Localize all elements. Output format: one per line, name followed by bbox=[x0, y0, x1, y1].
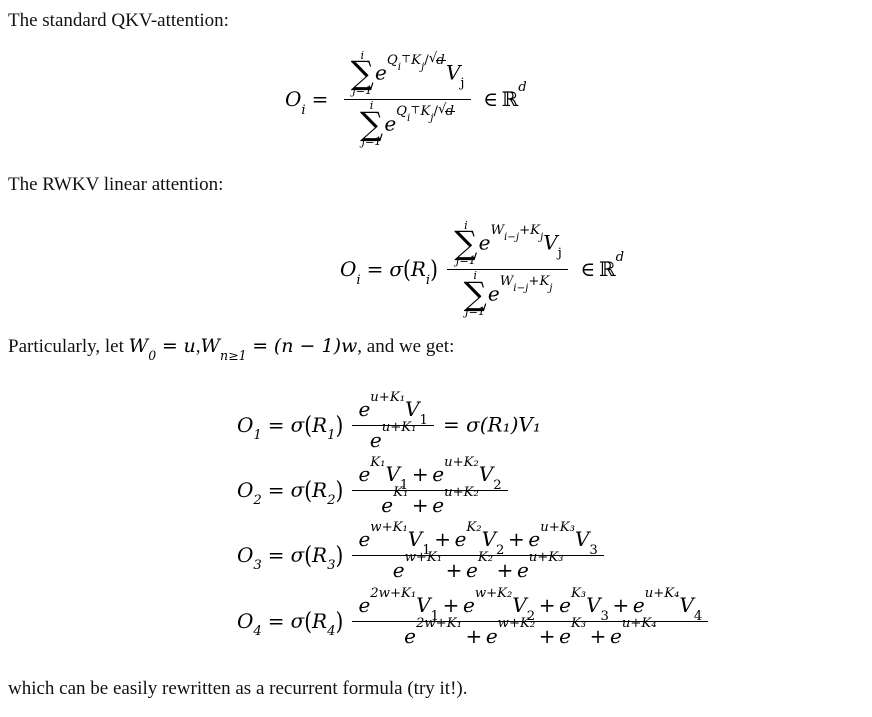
left-paren: ( bbox=[403, 254, 411, 284]
right-paren: ) bbox=[430, 254, 438, 284]
equation-expansion-o3: O3 = σ(R3) ew+K₁V1 + eK₂V2 + eu+K₃V3 ew+K₁ + eK₂… bbox=[237, 521, 607, 584]
equation-qkv-membership: ∈ bbox=[483, 86, 499, 111]
equation-expansion-o1: O1 = σ(R1) eu+K₁V1 eu+K₁ = σ(R₁)V₁ bbox=[237, 389, 541, 453]
equation-o1-result: = σ(R₁)V₁ bbox=[442, 412, 541, 437]
equation-o4-numerator: e2w+K₁V1 + ew+K₂V2 + eK₃V3 + eu+K₄V4 bbox=[352, 587, 709, 623]
equation-o2-fraction: eK₁V1 + eu+K₂V2 eK₁ + eu+K₂ bbox=[352, 456, 508, 518]
equation-qkv-denominator: i ∑ j=1 eQi⊤Kj/d bbox=[353, 100, 461, 148]
left-paren: ( bbox=[304, 474, 313, 505]
equation-o2-gate: R2 bbox=[312, 477, 336, 509]
equation-rwkv-sigma: σ bbox=[389, 256, 404, 281]
equation-o2-denominator: eK₁ + eu+K₂ bbox=[381, 485, 479, 517]
equation-o4-denominator: e2w+K₁ + ew+K₂ + eK₃ + eu+K₄ bbox=[404, 616, 657, 648]
equation-o1-numerator: eu+K₁V1 bbox=[352, 391, 434, 427]
equation-o1-sigma: σ bbox=[290, 412, 305, 437]
equation-o4-sigma: σ bbox=[290, 608, 305, 633]
equation-rwkv-lhs: Oi bbox=[340, 256, 361, 288]
equation-o1-fraction: eu+K₁V1 eu+K₁ bbox=[352, 391, 434, 453]
left-paren: ( bbox=[304, 539, 313, 570]
equation-qkv-numerator: i ∑ j=1 eQi⊤Kj/dVj bbox=[343, 48, 471, 100]
equation-standard-qkv-attention: Oi= i ∑ j=1 eQi⊤Kj/dVj i ∑ j=1 eQi⊤Kj/d … bbox=[285, 48, 527, 149]
right-paren: ) bbox=[335, 539, 344, 570]
equation-o4-gate: R4 bbox=[312, 608, 336, 640]
right-paren: ) bbox=[335, 474, 344, 505]
definition-prefix: Particularly, let bbox=[8, 336, 124, 357]
equation-o2-sigma: σ bbox=[290, 477, 305, 502]
right-paren: ) bbox=[335, 409, 344, 440]
definition-line-particularly: Particularly, let W0 = u,Wn≥1 = (n − 1)w, an… bbox=[8, 335, 455, 363]
heading-rwkv-linear-attention: The RWKV linear attention: bbox=[8, 174, 224, 195]
definition-wn: Wn≥1 = (n − 1)w bbox=[200, 335, 358, 363]
equation-rwkv-membership: ∈ bbox=[580, 256, 596, 281]
equation-qkv-equals: = bbox=[311, 86, 329, 111]
definition-w0: W0 = u bbox=[128, 335, 196, 363]
equation-o1-lhs: O1 bbox=[237, 412, 262, 444]
equation-o3-gate: R3 bbox=[312, 542, 336, 574]
summation-symbol-icon: i ∑ j=1 bbox=[360, 99, 384, 149]
equation-rwkv-fraction: i ∑ j=1 eWi−j+KjVj i ∑ j=1 eWi−j+Kj bbox=[447, 218, 568, 319]
equation-o3-numerator: ew+K₁V1 + eK₂V2 + eu+K₃V3 bbox=[352, 521, 604, 557]
left-paren: ( bbox=[304, 605, 313, 636]
equation-qkv-fraction: i ∑ j=1 eQi⊤Kj/dVj i ∑ j=1 eQi⊤Kj/d bbox=[343, 48, 471, 148]
equation-expansion-o2: O2 = σ(R2) eK₁V1 + eu+K₂V2 eK₁ + eu+K₂ bbox=[237, 456, 510, 519]
equation-o1-gate: R1 bbox=[312, 412, 336, 444]
equation-o2-lhs: O2 bbox=[237, 477, 262, 509]
equation-rwkv-equals: = bbox=[366, 256, 384, 281]
left-paren: ( bbox=[304, 409, 313, 440]
equation-o3-denominator: ew+K₁ + eK₂ + eu+K₃ bbox=[392, 550, 564, 582]
equation-o4-fraction: e2w+K₁V1 + ew+K₂V2 + eK₃V3 + eu+K₄V4 e2w+K₁ + ew… bbox=[352, 587, 709, 649]
equation-rwkv-codomain: ℝd bbox=[598, 249, 625, 281]
equation-o3-fraction: ew+K₁V1 + eK₂V2 + eu+K₃V3 ew+K₁ + eK₂ + eu+K₃ bbox=[352, 521, 604, 583]
equation-o3-lhs: O3 bbox=[237, 542, 262, 574]
definition-comma: , bbox=[195, 336, 201, 357]
right-paren: ) bbox=[335, 605, 344, 636]
equation-o1-denominator: eu+K₁ bbox=[369, 420, 417, 452]
closing-line-recurrent-formula: which can be easily rewritten as a recur… bbox=[8, 678, 468, 699]
equation-rwkv-numerator: i ∑ j=1 eWi−j+KjVj bbox=[447, 218, 568, 270]
summation-symbol-icon: i ∑ j=1 bbox=[454, 218, 478, 268]
equation-o2-numerator: eK₁V1 + eu+K₂V2 bbox=[352, 456, 508, 492]
equation-expansion-o4: O4 = σ(R4) e2w+K₁V1 + ew+K₂V2 + eK₃V3 + eu+K₄V4 … bbox=[237, 587, 711, 650]
heading-standard-qkv-attention: The standard QKV-attention: bbox=[8, 10, 229, 31]
summation-symbol-icon: i ∑ j=1 bbox=[350, 48, 374, 98]
equation-rwkv-denominator: i ∑ j=1 eWi−j+Kj bbox=[463, 269, 553, 319]
equation-qkv-codomain: ℝd bbox=[501, 79, 527, 111]
definition-suffix: , and we get: bbox=[357, 336, 455, 357]
equation-rwkv-gate: Ri bbox=[410, 256, 431, 288]
summation-symbol-icon: i ∑ j=1 bbox=[463, 269, 487, 319]
equation-rwkv-linear-attention: Oi = σ(Ri) i ∑ j=1 eWi−j+KjVj i ∑ j=1 eWi−… bbox=[340, 218, 625, 319]
equation-o4-lhs: O4 bbox=[237, 608, 262, 640]
equation-o3-sigma: σ bbox=[290, 542, 305, 567]
equation-qkv-lhs: Oi bbox=[285, 86, 306, 118]
